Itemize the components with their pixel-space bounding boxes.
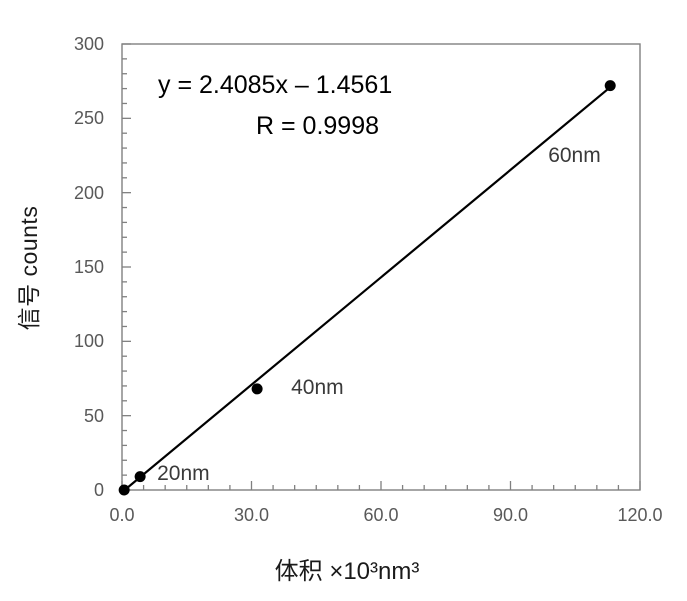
correlation-coefficient-label: R = 0.9998: [256, 112, 380, 140]
y-tick-label: 250: [73, 108, 104, 129]
y-tick-label: 0: [93, 480, 104, 500]
data-point-marker: [251, 383, 263, 395]
data-point-marker: [604, 80, 616, 92]
y-tick-label: 300: [73, 34, 104, 54]
trendline-equation: y = 2.4085x – 1.4561: [158, 71, 393, 99]
y-tick-label: 100: [73, 331, 104, 352]
x-tick-label: 120.0: [617, 505, 663, 525]
data-point-label: 20nm: [157, 461, 210, 485]
y-tick-label: 200: [73, 182, 104, 203]
x-tick-label: 0.0: [109, 505, 135, 525]
x-tick-label: 60.0: [363, 505, 399, 525]
y-tick-label: 50: [83, 405, 104, 426]
y-tick-label: 150: [73, 257, 104, 277]
x-tick-label: 90.0: [492, 505, 529, 525]
data-point-marker: [134, 471, 146, 483]
data-point-label: 60nm: [548, 143, 601, 167]
x-tick-label: 30.0: [233, 505, 270, 525]
data-point-marker: [118, 484, 130, 496]
data-point-label: 40nm: [291, 375, 344, 399]
plot-border: [121, 43, 641, 491]
x-axis-title: 体积 ×10³nm³: [274, 558, 420, 585]
trendline: [123, 86, 611, 491]
